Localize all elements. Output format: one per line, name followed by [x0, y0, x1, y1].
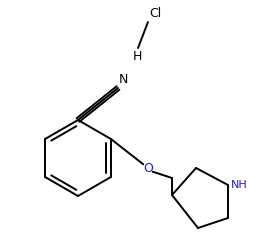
Text: Cl: Cl	[149, 7, 161, 20]
Text: O: O	[143, 162, 153, 174]
Text: NH: NH	[231, 180, 248, 190]
Text: N: N	[119, 73, 128, 86]
Text: H: H	[132, 50, 142, 63]
